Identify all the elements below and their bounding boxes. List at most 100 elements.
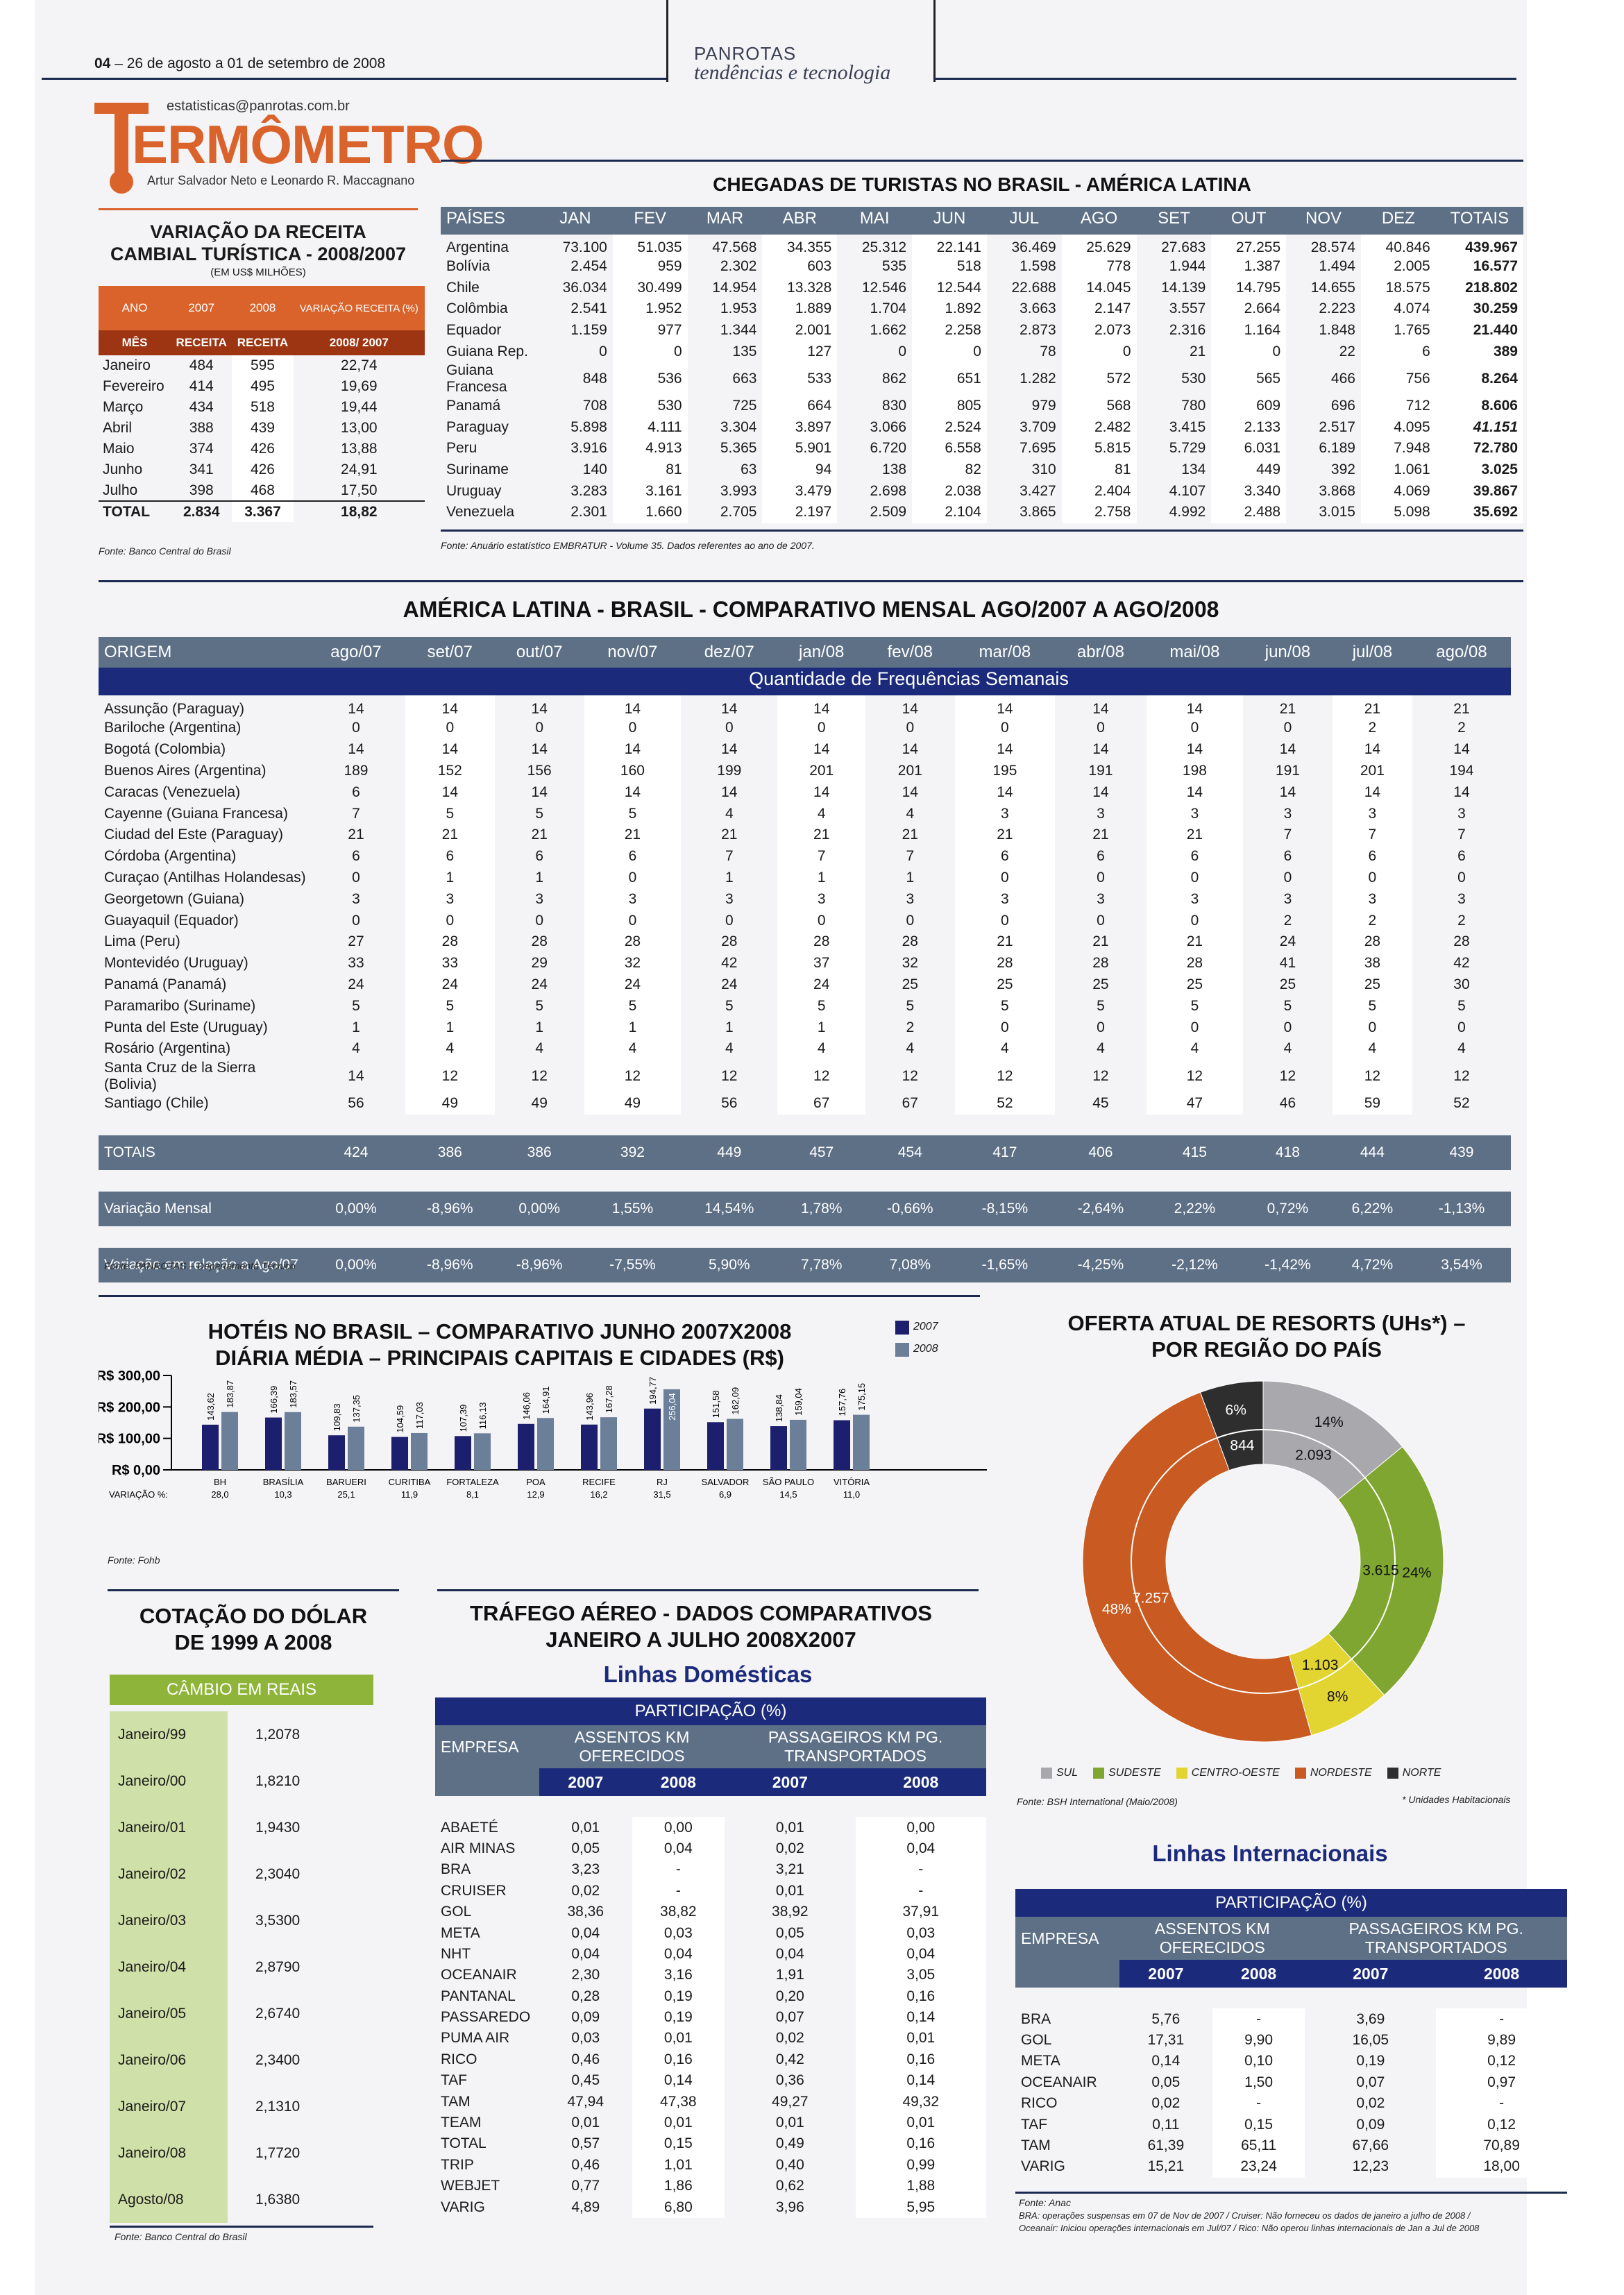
table-cell: 3.066 (870, 418, 907, 435)
table-cell: 7,08% (865, 1247, 955, 1282)
x-tick-label: SÃO PAULO (763, 1477, 814, 1487)
table-cell: 51.035 (612, 235, 688, 256)
table-row: TAF 0,45 0,14 0,36 0,14 (435, 2070, 986, 2092)
table-cell: 1,55% (584, 1192, 682, 1227)
table-cell: 28 (721, 933, 738, 950)
header-divider (933, 0, 936, 82)
table-cell: 14 (405, 781, 495, 804)
table-cell: GOL (441, 1904, 472, 1920)
table-cell: 17,50 (341, 482, 378, 498)
bar-value-label: 143,62 (205, 1393, 216, 1421)
table-cell: 3 (1332, 803, 1412, 824)
table-cell: 4,89 (571, 2199, 600, 2215)
col-header: jan/08 (777, 637, 865, 668)
table-cell: 14 (584, 695, 682, 718)
table-cell: 3 (1097, 805, 1105, 822)
legend-item: SUDESTE (1093, 1767, 1161, 1779)
table-row: Janeiro/08 1,7720 (110, 2130, 373, 2176)
table-cell: 12 (1146, 1059, 1244, 1093)
x-tick-label: BRASÍLIA (263, 1477, 304, 1487)
table-row: Colômbia 2.541 1.952 1.953 1.889 1.704 1.892 3.… (441, 298, 1523, 320)
table-cell: Bogotá (Colombia) (104, 741, 226, 758)
row-label: Variação em relação a Ago/07 (99, 1247, 307, 1282)
table-row: GOL 17,31 9,90 16,05 9,89 (1015, 2029, 1567, 2051)
table-cell: 135 (732, 343, 757, 359)
col-header: FEV (612, 207, 688, 235)
table-cell: 0,45 (571, 2072, 600, 2089)
table-cell: 5 (405, 803, 495, 824)
col-header: JAN (538, 207, 613, 235)
table-cell: 12 (777, 1059, 865, 1093)
table-cell: 0 (954, 1017, 1056, 1038)
table-cell: 25 (1092, 976, 1109, 992)
col-header: NOV (1286, 207, 1361, 235)
table-cell: 2 (1283, 912, 1292, 929)
legend-label: SUL (1056, 1767, 1079, 1779)
y-tick-label: R$ 100,00 (99, 1432, 160, 1447)
table-cell: 2,3400 (255, 2051, 301, 2068)
table-cell: 0 (1457, 1019, 1466, 1035)
table-cell: 2 (1332, 718, 1412, 739)
table-cell: 0,12 (1436, 2051, 1567, 2072)
col-header: VARIAÇÃO RECEITA (%) (299, 302, 418, 314)
table-cell: 2.517 (1319, 418, 1355, 435)
resorts-source: Fonte: BSH International (Maio/2008) (1017, 1796, 1178, 1807)
legend-swatch (1093, 1767, 1105, 1779)
table-cell: Janeiro/07 (110, 2083, 228, 2130)
table-row: Bolívia 2.454 959 2.302 603 535 518 1.598 778 1.9… (441, 256, 1523, 278)
table-cell: 0 (535, 912, 544, 929)
rule (441, 160, 1523, 162)
variacao-value: 31,5 (653, 1489, 670, 1500)
table-cell: 417 (954, 1135, 1056, 1171)
table-cell: 49 (531, 1095, 548, 1112)
table-row: TAM 61,39 65,11 67,66 70,89 (1015, 2135, 1567, 2157)
hoteis-bar-chart: R$ 300,00 R$ 200,00 R$ 100,00 R$ 0,00 VARIAÇ… (99, 1369, 987, 1500)
table-cell: 18.575 (1360, 277, 1436, 299)
table-cell: 201 (777, 760, 865, 782)
col-header: fev/08 (865, 637, 955, 668)
table-cell: Guayaquil (Equador) (104, 912, 239, 929)
table-cell: 2 (1332, 910, 1412, 931)
table-row: OCEANAIR 0,05 1,50 0,07 0,97 (1015, 2072, 1567, 2093)
table-cell: 0,01 (775, 1819, 804, 1836)
table-cell: 1.344 (720, 322, 757, 339)
table-row: Panamá 708 530 725 664 830 805 979 568 780 609 696 7… (441, 395, 1523, 417)
table-cell: 2.302 (720, 258, 757, 275)
table-cell: Julho (103, 482, 138, 498)
col-header: 2008 (632, 1768, 725, 1796)
bar-value-label: 194,77 (648, 1377, 658, 1405)
table-cell: 778 (1061, 256, 1137, 278)
table-cell: 7.695 (1020, 440, 1056, 457)
table-cell: 535 (882, 258, 907, 275)
table-cell: 47 (1146, 1092, 1244, 1115)
col-header: jul/08 (1332, 637, 1412, 668)
table-cell: 7 (777, 845, 865, 867)
domesticas-table: PARTICIPAÇÃO (%) EMPRESA ASSENTOS KM OFER… (435, 1697, 986, 2218)
bar-value-label: 167,28 (604, 1385, 614, 1413)
table-cell: Janeiro/03 (110, 1897, 228, 1944)
col-header: 2008 (1436, 1960, 1567, 1988)
table-cell: Argentina (446, 239, 509, 255)
slice-value-label: 1.103 (1302, 1657, 1339, 1673)
table-cell: 15,21 (1147, 2158, 1185, 2175)
table-cell: 2 (1457, 720, 1466, 736)
table-cell: 1.164 (1211, 319, 1287, 341)
table-row: PANTANAL 0,28 0,19 0,20 0,16 (435, 1985, 986, 2007)
table-cell: 374 (189, 441, 214, 457)
table-cell: 1.598 (1020, 258, 1056, 275)
table-cell: 21.440 (1435, 319, 1523, 341)
table-row: Janeiro/01 1,9430 (110, 1804, 373, 1851)
table-cell: 0,77 (571, 2178, 600, 2194)
table-cell: 35.692 (1435, 501, 1523, 523)
bar-2008 (790, 1419, 806, 1470)
table-cell: -8,96% (405, 1247, 495, 1282)
table-cell: 22.141 (912, 235, 987, 256)
bar-value-label: 116,13 (477, 1403, 488, 1430)
table-cell: 979 (1031, 398, 1056, 414)
table-cell: 439.967 (1435, 235, 1523, 256)
receita-source: Fonte: Banco Central do Brasil (99, 545, 231, 557)
table-cell: 14 (405, 695, 495, 718)
table-cell: 13,88 (341, 441, 378, 457)
table-cell: 30.499 (612, 277, 688, 299)
table-row: Santa Cruz de la Sierra (Bolivia) 14 12 12 1… (99, 1059, 1511, 1093)
